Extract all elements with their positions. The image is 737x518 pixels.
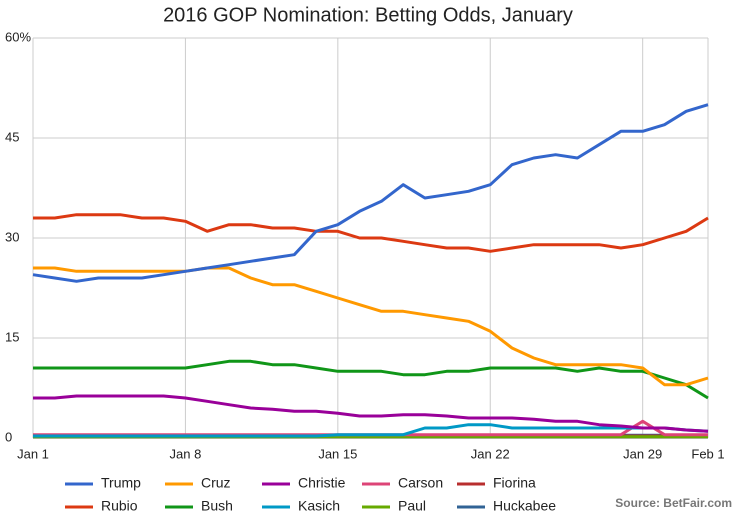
series-line [33, 213, 709, 253]
series-line [32, 103, 709, 283]
legend-label: Fiorina [493, 475, 536, 491]
legend-label: Huckabee [493, 498, 556, 514]
legend-label: Paul [398, 498, 426, 514]
legend-label: Bush [201, 498, 233, 514]
x-tick-label: Jan 15 [318, 446, 357, 461]
series-line [33, 359, 709, 400]
source: Source: BetFair.com [615, 496, 732, 510]
series-line [33, 394, 709, 433]
chart-title: 2016 GOP Nomination: Betting Odds, Janua… [163, 4, 573, 26]
y-tick-label: 60% [5, 29, 31, 44]
x-tick-label: Jan 1 [17, 446, 49, 461]
series-line [33, 266, 709, 387]
legend-label: Cruz [201, 475, 231, 491]
x-tick-label: Jan 8 [170, 446, 202, 461]
y-tick-label: 15 [5, 329, 19, 344]
legend-label: Christie [298, 475, 346, 491]
y-tick-label: 30 [5, 229, 19, 244]
legend-label: Rubio [101, 498, 138, 514]
legend-label: Kasich [298, 498, 340, 514]
legend-label: Trump [101, 475, 141, 491]
y-tick-label: 45 [5, 129, 19, 144]
series-line [33, 423, 709, 438]
x-tick-label: Jan 22 [471, 446, 510, 461]
x-tick-label: Jan 29 [623, 446, 662, 461]
legend-label: Carson [398, 475, 443, 491]
y-tick-label: 0 [5, 429, 12, 444]
x-tick-label: Feb 1 [691, 446, 724, 461]
